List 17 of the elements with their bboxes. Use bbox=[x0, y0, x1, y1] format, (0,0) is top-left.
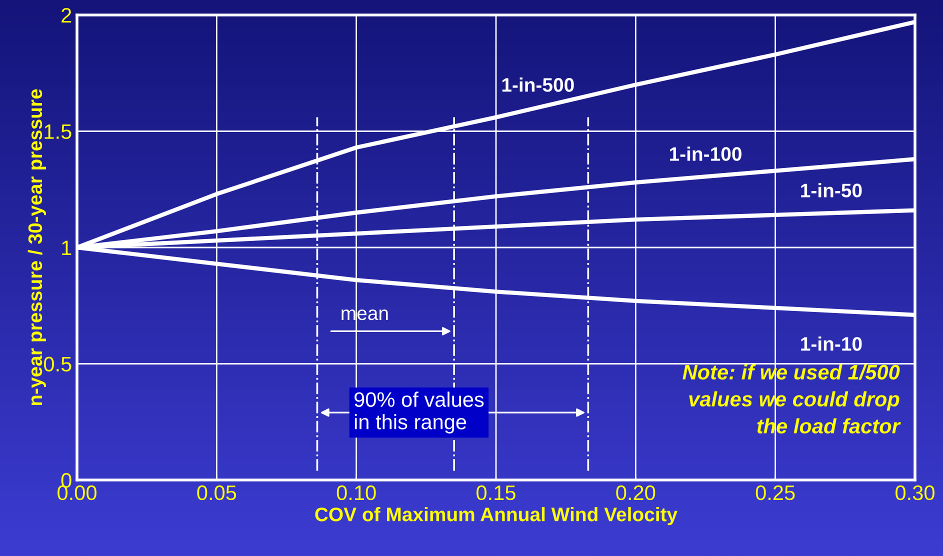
x-tick-label: 0.10 bbox=[336, 485, 376, 500]
series-label: 1-in-10 bbox=[801, 336, 862, 351]
x-tick-label: 0.30 bbox=[896, 485, 934, 500]
y-tick-label: 2 bbox=[62, 8, 72, 23]
x-axis-title: COV of Maximum Annual Wind Velocity bbox=[315, 507, 678, 526]
x-tick-label: 0.20 bbox=[616, 485, 656, 500]
y-axis-title: n-year pressure / 30-year pressure bbox=[28, 89, 46, 406]
series-label: 1-in-100 bbox=[670, 146, 742, 161]
x-tick-label: 0.15 bbox=[476, 485, 516, 500]
series-label: 1-in-50 bbox=[801, 183, 862, 198]
series-label: 1-in-500 bbox=[502, 78, 574, 92]
x-tick-label: 0.25 bbox=[756, 485, 795, 500]
y-tick-label: 0.5 bbox=[44, 356, 72, 372]
y-tick-label: 1 bbox=[62, 240, 72, 256]
annotation: 90% of values in this range bbox=[354, 392, 484, 434]
x-tick-label: 0.05 bbox=[197, 485, 236, 500]
y-tick-label: 1.5 bbox=[44, 124, 72, 140]
